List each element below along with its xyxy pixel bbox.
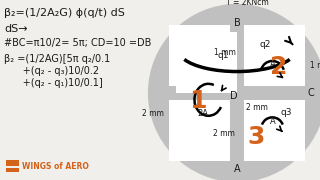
Bar <box>244 100 305 161</box>
Text: dS→: dS→ <box>4 24 28 34</box>
Text: 2 mm: 2 mm <box>213 129 235 138</box>
Bar <box>230 25 244 161</box>
Text: 2: 2 <box>270 55 288 79</box>
Text: β₂=(1/2A₂G) ɸ(q/t) dS: β₂=(1/2A₂G) ɸ(q/t) dS <box>4 8 125 18</box>
Bar <box>6 168 19 172</box>
Circle shape <box>169 25 305 161</box>
Text: B: B <box>234 18 240 28</box>
Text: A: A <box>234 164 240 174</box>
Text: q3: q3 <box>280 107 292 116</box>
Bar <box>244 25 305 86</box>
Text: WINGS of AERO: WINGS of AERO <box>22 162 89 171</box>
Text: q1: q1 <box>218 51 229 60</box>
Text: 3: 3 <box>247 125 265 149</box>
Text: A: A <box>269 117 275 126</box>
Text: T = 2KNcm: T = 2KNcm <box>226 0 268 7</box>
Text: +(q₂ - q₁)10/0.1]: +(q₂ - q₁)10/0.1] <box>4 78 103 88</box>
Text: +(q₂ - q₃)10/0.2: +(q₂ - q₃)10/0.2 <box>4 66 99 76</box>
Text: 1 mm: 1 mm <box>214 48 236 57</box>
Text: 2 mm: 2 mm <box>246 103 268 112</box>
Bar <box>169 100 230 161</box>
Bar <box>6 160 19 166</box>
Text: 2A: 2A <box>197 109 209 118</box>
Bar <box>176 32 237 93</box>
Text: 1 mm: 1 mm <box>310 61 320 70</box>
Text: A: A <box>269 60 275 69</box>
Text: q2: q2 <box>260 40 271 49</box>
Text: #BC=π10/2= 5π; CD=10 =DB: #BC=π10/2= 5π; CD=10 =DB <box>4 38 151 48</box>
Text: 1: 1 <box>189 89 206 113</box>
Bar <box>169 25 230 86</box>
Text: D: D <box>230 91 238 101</box>
Text: C: C <box>308 88 314 98</box>
Text: β₂ =(1/2AG)[5π q₂/0.1: β₂ =(1/2AG)[5π q₂/0.1 <box>4 54 110 64</box>
Text: 2 mm: 2 mm <box>142 109 164 118</box>
Bar <box>169 86 305 100</box>
